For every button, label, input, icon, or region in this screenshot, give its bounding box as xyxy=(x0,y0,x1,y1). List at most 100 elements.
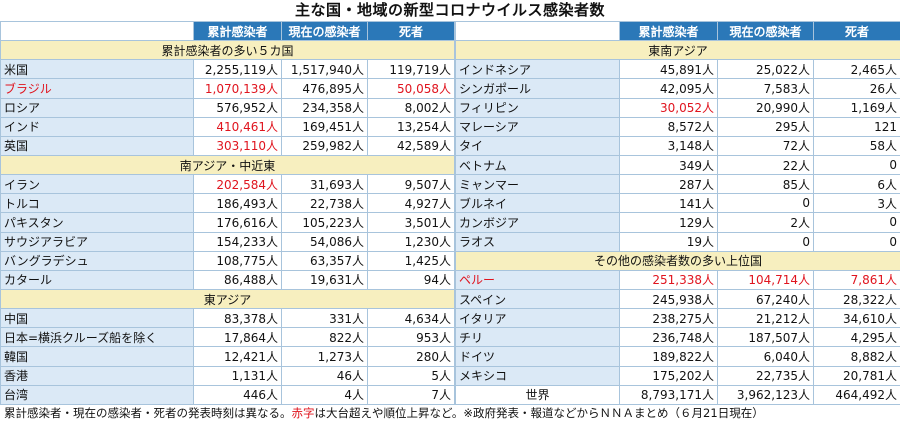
country-name: ブラジル xyxy=(0,78,194,99)
footnote: 累計感染者・現在の感染者・死者の発表時刻は異なる。赤字は大台超えや順位上昇など。… xyxy=(0,405,900,421)
total-cases: 83,378人 xyxy=(193,308,282,329)
current-cases: 295人 xyxy=(717,116,814,137)
country-name: 香港 xyxy=(0,365,194,386)
total-cases: 251,338人 xyxy=(619,269,718,290)
current-cases: 46人 xyxy=(281,365,368,386)
section-title: その他の感染者数の多い上位国 xyxy=(455,250,900,271)
total-cases: 86,488人 xyxy=(193,269,282,290)
total-cases: 30,052人 xyxy=(619,97,718,118)
total-cases: 45,891人 xyxy=(619,59,718,80)
deaths: 280人 xyxy=(367,346,455,367)
total-cases: 129人 xyxy=(619,212,718,233)
current-cases: 234,358人 xyxy=(281,97,368,118)
total-cases: 236,748人 xyxy=(619,327,718,348)
table-row: フィリピン 30,052人 20,990人 1,169人 xyxy=(455,97,900,118)
total-cases: 12,421人 xyxy=(193,346,282,367)
header-deaths: 死者 xyxy=(813,20,900,42)
current-cases: 85人 xyxy=(717,174,814,195)
table-row: ベトナム 349人 22人 0 xyxy=(455,154,900,176)
page-title: 主な国・地域の新型コロナウイルス感染者数 xyxy=(294,1,605,19)
table-row: 中国 83,378人 331人 4,634人 xyxy=(0,308,455,329)
table-row: イタリア 238,275人 21,212人 34,610人 xyxy=(455,308,900,329)
country-name: トルコ xyxy=(0,193,194,214)
country-name: スペイン xyxy=(455,288,620,310)
header-current: 現在の感染者 xyxy=(717,20,814,42)
current-cases: 104,714人 xyxy=(717,269,814,290)
current-cases: 72人 xyxy=(717,135,814,156)
table-row: ブルネイ 141人 0 3人 xyxy=(455,193,900,214)
section-title: 東アジア xyxy=(0,288,455,310)
deaths: 0 xyxy=(813,212,900,233)
world-deaths: 464,492人 xyxy=(813,384,900,405)
deaths: 6人 xyxy=(813,174,900,195)
country-name: 台湾 xyxy=(0,384,194,405)
country-name: ベトナム xyxy=(455,154,620,176)
table-row: ブラジル 1,070,139人 476,895人 50,058人 xyxy=(0,78,455,99)
table-row: カタール 86,488人 19,631人 94人 xyxy=(0,269,455,290)
table-row: ラオス 19人 0 0 xyxy=(455,231,900,252)
current-cases: 331人 xyxy=(281,308,368,329)
current-cases: 63,357人 xyxy=(281,250,368,271)
footnote-red-word: 赤字 xyxy=(291,405,315,420)
current-cases: 476,895人 xyxy=(281,78,368,99)
table-row: ロシア 576,952人 234,358人 8,002人 xyxy=(0,97,455,118)
section-row: 累計感染者の多い５カ国 xyxy=(0,40,455,61)
header-blank xyxy=(0,20,194,42)
deaths: 13,254人 xyxy=(367,116,455,137)
country-name: メキシコ xyxy=(455,365,620,386)
world-label: 世界 xyxy=(455,384,620,405)
current-cases: 67,240人 xyxy=(717,288,814,310)
footnote-part2: は大台超えや順位上昇など。※政府発表・報道などからＮＮＡまとめ（６月21日現在） xyxy=(314,405,764,420)
deaths: 9,507人 xyxy=(367,174,455,195)
current-cases: 187,507人 xyxy=(717,327,814,348)
footnote-part1: 累計感染者・現在の感染者・死者の発表時刻は異なる。 xyxy=(4,405,292,420)
current-cases: 169,451人 xyxy=(281,116,368,137)
section-row: 東アジア xyxy=(0,288,455,310)
total-cases: 202,584人 xyxy=(193,174,282,195)
deaths: 0 xyxy=(813,231,900,252)
total-cases: 349人 xyxy=(619,154,718,176)
current-cases: 0 xyxy=(717,193,814,214)
country-name: インド xyxy=(0,116,194,137)
deaths: 1,169人 xyxy=(813,97,900,118)
country-name: シンガポール xyxy=(455,78,620,99)
country-name: ミャンマー xyxy=(455,174,620,195)
header-blank xyxy=(455,20,620,42)
deaths: 1,425人 xyxy=(367,250,455,271)
current-cases: 22人 xyxy=(717,154,814,176)
header-total: 累計感染者 xyxy=(193,20,282,42)
table-row: マレーシア 8,572人 295人 121 xyxy=(455,116,900,137)
table-row: カンボジア 129人 2人 0 xyxy=(455,212,900,233)
current-cases: 7,583人 xyxy=(717,78,814,99)
deaths: 20,781人 xyxy=(813,365,900,386)
country-name: イタリア xyxy=(455,308,620,329)
deaths: 121 xyxy=(813,116,900,137)
deaths: 58人 xyxy=(813,135,900,156)
table-row: 英国 303,110人 259,982人 42,589人 xyxy=(0,135,455,156)
table-row: トルコ 186,493人 22,738人 4,927人 xyxy=(0,193,455,214)
right-table: 累計感染者 現在の感染者 死者 東南アジア インドネシア 45,891人 25,022人 2,… xyxy=(455,20,900,405)
total-cases: 238,275人 xyxy=(619,308,718,329)
current-cases: 0 xyxy=(717,231,814,252)
deaths: 1,230人 xyxy=(367,231,455,252)
total-cases: 2,255,119人 xyxy=(193,59,282,80)
country-name: 米国 xyxy=(0,59,194,80)
deaths: 8,002人 xyxy=(367,97,455,118)
total-cases: 176,616人 xyxy=(193,212,282,233)
section-title: 東南アジア xyxy=(455,40,900,61)
deaths: 2,465人 xyxy=(813,59,900,80)
country-name: マレーシア xyxy=(455,116,620,137)
total-cases: 17,864人 xyxy=(193,327,282,348)
current-cases: 19,631人 xyxy=(281,269,368,290)
current-cases: 54,086人 xyxy=(281,231,368,252)
total-cases: 186,493人 xyxy=(193,193,282,214)
current-cases: 1,517,940人 xyxy=(281,59,368,80)
current-cases: 1,273人 xyxy=(281,346,368,367)
country-name: タイ xyxy=(455,135,620,156)
country-name: ラオス xyxy=(455,231,620,252)
total-cases: 3,148人 xyxy=(619,135,718,156)
total-cases: 42,095人 xyxy=(619,78,718,99)
current-cases: 105,223人 xyxy=(281,212,368,233)
deaths: 8,882人 xyxy=(813,346,900,367)
deaths: 3,501人 xyxy=(367,212,455,233)
